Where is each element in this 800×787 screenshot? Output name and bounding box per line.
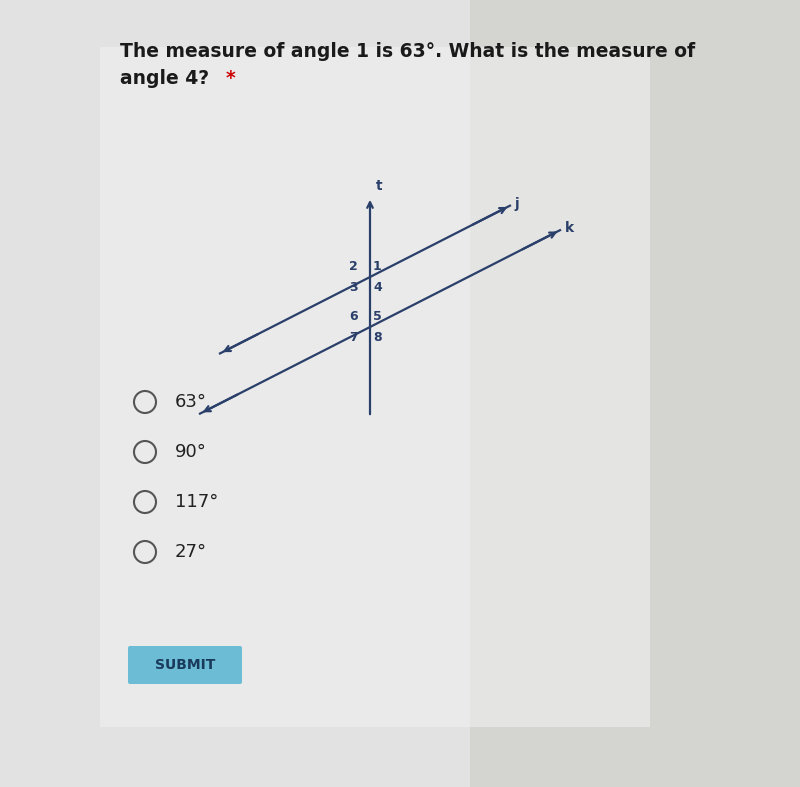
- Text: 27°: 27°: [175, 543, 207, 561]
- Text: 1: 1: [373, 260, 382, 273]
- Text: 7: 7: [350, 331, 358, 344]
- Text: 90°: 90°: [175, 443, 207, 461]
- Text: SUBMIT: SUBMIT: [155, 658, 215, 672]
- Text: 117°: 117°: [175, 493, 218, 511]
- Text: t: t: [376, 179, 382, 193]
- Text: 6: 6: [350, 310, 358, 323]
- Text: *: *: [226, 69, 236, 88]
- FancyBboxPatch shape: [128, 646, 242, 684]
- Text: 3: 3: [350, 281, 358, 294]
- Text: j: j: [515, 197, 520, 211]
- Text: k: k: [565, 221, 574, 235]
- Text: angle 4?: angle 4?: [120, 69, 216, 88]
- Text: The measure of angle 1 is 63°. What is the measure of: The measure of angle 1 is 63°. What is t…: [120, 42, 695, 61]
- Text: 2: 2: [350, 260, 358, 273]
- Text: 5: 5: [373, 310, 382, 323]
- Text: 63°: 63°: [175, 393, 207, 411]
- Bar: [470, 0, 800, 787]
- Bar: [100, 47, 650, 727]
- Text: 8: 8: [373, 331, 382, 344]
- Text: 4: 4: [373, 281, 382, 294]
